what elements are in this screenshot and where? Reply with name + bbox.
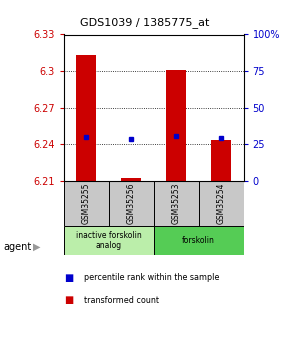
Text: percentile rank within the sample: percentile rank within the sample bbox=[84, 273, 220, 282]
Text: ■: ■ bbox=[64, 273, 73, 283]
Text: forskolin: forskolin bbox=[182, 236, 215, 245]
Bar bbox=[64, 181, 109, 226]
Text: agent: agent bbox=[3, 242, 31, 252]
Bar bbox=[211, 140, 231, 181]
Text: GSM35255: GSM35255 bbox=[82, 183, 91, 224]
Bar bbox=[166, 70, 186, 181]
Bar bbox=[199, 181, 244, 226]
Bar bbox=[154, 226, 244, 255]
Text: GSM35254: GSM35254 bbox=[217, 183, 226, 224]
Text: ▶: ▶ bbox=[33, 242, 41, 252]
Text: GSM35253: GSM35253 bbox=[172, 183, 181, 224]
Bar bbox=[64, 226, 154, 255]
Bar bbox=[109, 181, 154, 226]
Text: inactive forskolin
analog: inactive forskolin analog bbox=[76, 231, 142, 250]
Text: transformed count: transformed count bbox=[84, 296, 159, 305]
Bar bbox=[76, 55, 96, 181]
Text: ■: ■ bbox=[64, 295, 73, 305]
Text: GSM35256: GSM35256 bbox=[127, 183, 136, 224]
Bar bbox=[121, 178, 141, 181]
Text: GDS1039 / 1385775_at: GDS1039 / 1385775_at bbox=[80, 17, 210, 28]
Bar bbox=[154, 181, 199, 226]
